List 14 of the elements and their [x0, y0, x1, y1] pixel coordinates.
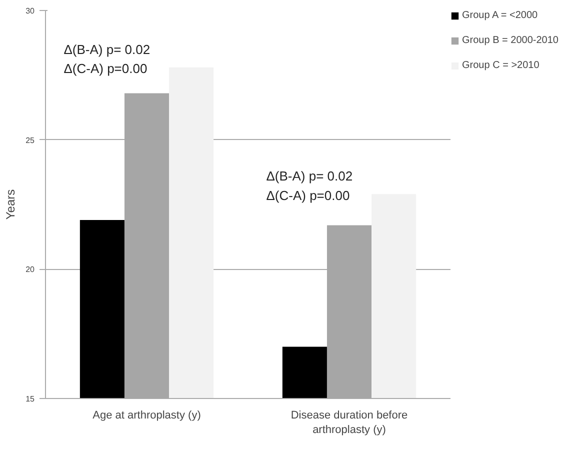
annotation: Δ(B-A) p= 0.02	[64, 42, 150, 57]
x-tick-label: Age at arthroplasty (y)	[92, 410, 201, 422]
y-tick-label: 30	[26, 6, 36, 16]
y-tick-label: 25	[26, 136, 36, 145]
y-tick-label: 15	[26, 394, 36, 404]
annotation: Δ(B-A) p= 0.02	[266, 168, 353, 184]
y-axis-title: Years	[4, 189, 18, 220]
annotation: Δ(C-A) p=0.00	[64, 61, 148, 76]
legend-label: Group B = 2000-2010	[462, 35, 558, 46]
annotation: Δ(C-A) p=0.00	[266, 188, 350, 203]
x-tick-label: Disease duration before arthroplasty (y)	[290, 410, 408, 436]
legend-label: Group C = >2010	[462, 60, 540, 71]
legend-label: Group A = <2000	[462, 10, 538, 21]
y-tick-label: 20	[26, 265, 36, 274]
